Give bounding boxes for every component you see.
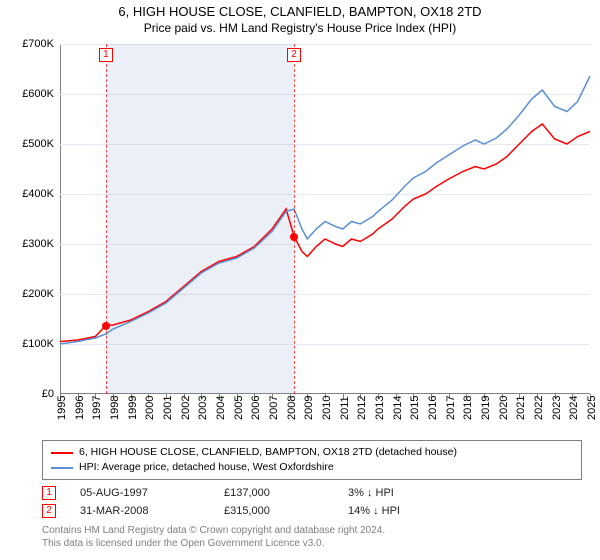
x-tick-label: 2006 [250, 396, 262, 420]
sales-block: 1 05-AUG-1997 £137,000 3% ↓ HPI 2 31-MAR-2008… [42, 484, 582, 520]
x-tick-label: 2000 [144, 396, 156, 420]
sale-row: 2 31-MAR-2008 £315,000 14% ↓ HPI [42, 502, 582, 520]
y-tick-label: £100K [22, 338, 54, 350]
y-axis: £0£100K£200K£300K£400K£500K£600K£700K [0, 44, 60, 394]
x-tick-label: 2023 [551, 396, 563, 420]
series-price_paid [60, 124, 590, 342]
sale-delta: 14% ↓ HPI [348, 502, 400, 520]
marker-line [294, 44, 295, 394]
legend-label: 6, HIGH HOUSE CLOSE, CLANFIELD, BAMPTON,… [79, 445, 457, 460]
x-tick-label: 2001 [162, 396, 174, 420]
sale-price: £315,000 [224, 502, 324, 520]
x-tick-label: 2020 [498, 396, 510, 420]
marker-label: 1 [99, 48, 113, 62]
sale-marker: 2 [42, 504, 56, 518]
y-tick-label: £600K [22, 88, 54, 100]
marker-dot [290, 233, 298, 241]
legend-item: 6, HIGH HOUSE CLOSE, CLANFIELD, BAMPTON,… [51, 445, 573, 460]
chart-subtitle: Price paid vs. HM Land Registry's House … [0, 21, 600, 35]
x-axis: 1995199619971998199920002001200220032004… [60, 394, 590, 444]
chart-plot-area: 12 [60, 44, 590, 394]
sale-date: 31-MAR-2008 [80, 502, 200, 520]
y-tick-label: £400K [22, 188, 54, 200]
legend-label: HPI: Average price, detached house, West… [79, 460, 334, 475]
x-tick-label: 2025 [586, 396, 598, 420]
x-tick-label: 2013 [374, 396, 386, 420]
x-tick-label: 2002 [180, 396, 192, 420]
y-tick-label: £700K [22, 38, 54, 50]
footer-attribution: Contains HM Land Registry data © Crown c… [42, 524, 385, 550]
sale-marker: 1 [42, 486, 56, 500]
legend-item: HPI: Average price, detached house, West… [51, 460, 573, 475]
x-tick-label: 2024 [568, 396, 580, 420]
sale-delta: 3% ↓ HPI [348, 484, 394, 502]
legend-box: 6, HIGH HOUSE CLOSE, CLANFIELD, BAMPTON,… [42, 440, 582, 480]
y-tick-label: £0 [42, 388, 54, 400]
chart-title: 6, HIGH HOUSE CLOSE, CLANFIELD, BAMPTON,… [0, 4, 600, 19]
marker-dot [102, 322, 110, 330]
footer-line: This data is licensed under the Open Gov… [42, 537, 385, 550]
series-hpi [60, 76, 590, 344]
x-tick-label: 2016 [427, 396, 439, 420]
x-tick-label: 2018 [462, 396, 474, 420]
x-tick-label: 1998 [109, 396, 121, 420]
legend-swatch [51, 467, 73, 469]
x-tick-label: 1997 [91, 396, 103, 420]
y-tick-label: £200K [22, 288, 54, 300]
x-tick-label: 2003 [197, 396, 209, 420]
x-tick-label: 2022 [533, 396, 545, 420]
sale-date: 05-AUG-1997 [80, 484, 200, 502]
x-tick-label: 2021 [515, 396, 527, 420]
x-tick-label: 2005 [233, 396, 245, 420]
footer-line: Contains HM Land Registry data © Crown c… [42, 524, 385, 537]
x-tick-label: 1996 [74, 396, 86, 420]
x-tick-label: 2015 [409, 396, 421, 420]
x-tick-label: 2007 [268, 396, 280, 420]
marker-label: 2 [287, 48, 301, 62]
x-tick-label: 2011 [339, 396, 351, 420]
sale-price: £137,000 [224, 484, 324, 502]
title-block: 6, HIGH HOUSE CLOSE, CLANFIELD, BAMPTON,… [0, 0, 600, 35]
x-tick-label: 2010 [321, 396, 333, 420]
x-tick-label: 1995 [56, 396, 68, 420]
x-tick-label: 1999 [127, 396, 139, 420]
x-tick-label: 2009 [303, 396, 315, 420]
x-tick-label: 2012 [356, 396, 368, 420]
sale-row: 1 05-AUG-1997 £137,000 3% ↓ HPI [42, 484, 582, 502]
series-svg [60, 44, 590, 394]
legend-swatch [51, 452, 73, 454]
x-tick-label: 2017 [445, 396, 457, 420]
marker-line [106, 44, 107, 394]
x-tick-label: 2014 [392, 396, 404, 420]
x-tick-label: 2004 [215, 396, 227, 420]
y-tick-label: £500K [22, 138, 54, 150]
y-tick-label: £300K [22, 238, 54, 250]
x-tick-label: 2008 [286, 396, 298, 420]
x-tick-label: 2019 [480, 396, 492, 420]
